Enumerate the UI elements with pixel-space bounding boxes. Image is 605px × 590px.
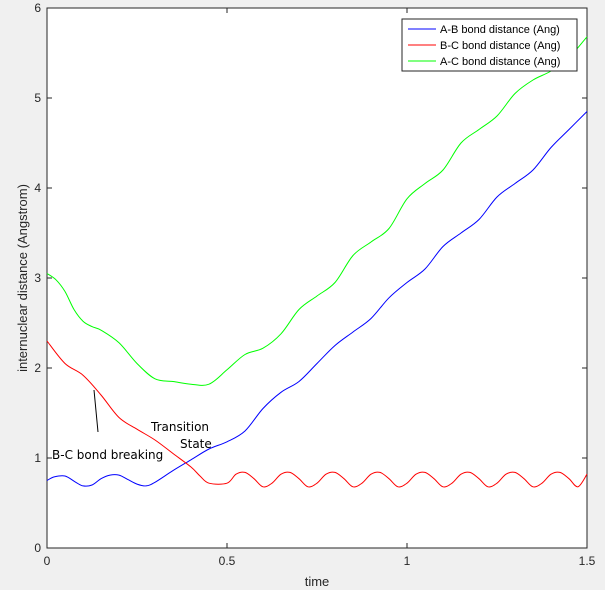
y-tick-label: 3 (34, 271, 41, 285)
y-axis-label: internuclear distance (Angstrom) (15, 184, 30, 372)
x-tick-label: 1.5 (579, 554, 596, 568)
y-ticks: 0 1 2 3 4 5 6 (34, 1, 587, 555)
x-tick-label: 0 (44, 554, 51, 568)
y-tick-label: 5 (34, 91, 41, 105)
line-ac-bond-distance (46, 36, 588, 386)
annotation-bc-bond-breaking: B-C bond breaking (52, 448, 163, 462)
x-ticks: 0 0.5 1 1.5 (44, 8, 596, 568)
line-bc-bond-distance (46, 340, 588, 488)
legend-label-bc: B-C bond distance (Ang) (440, 40, 560, 52)
annotation-arrow-line (93, 389, 99, 433)
line-ab-bond-distance (46, 111, 588, 487)
y-tick-label: 2 (34, 361, 41, 375)
legend: A-B bond distance (Ang) B-C bond distanc… (401, 18, 578, 72)
x-axis-label: time (305, 574, 330, 589)
legend-label-ac: A-C bond distance (Ang) (440, 56, 560, 68)
y-tick-label: 6 (34, 1, 41, 15)
y-tick-label: 4 (34, 181, 41, 195)
annotation-state: State (180, 437, 212, 451)
y-tick-label: 0 (34, 541, 41, 555)
x-tick-label: 1 (404, 554, 411, 568)
y-tick-label: 1 (34, 451, 41, 465)
annotation-transition: Transition (150, 420, 209, 434)
plot-area (46, 7, 588, 549)
series-lines (46, 36, 588, 488)
legend-label-ab: A-B bond distance (Ang) (440, 24, 560, 36)
x-tick-label: 0.5 (219, 554, 236, 568)
